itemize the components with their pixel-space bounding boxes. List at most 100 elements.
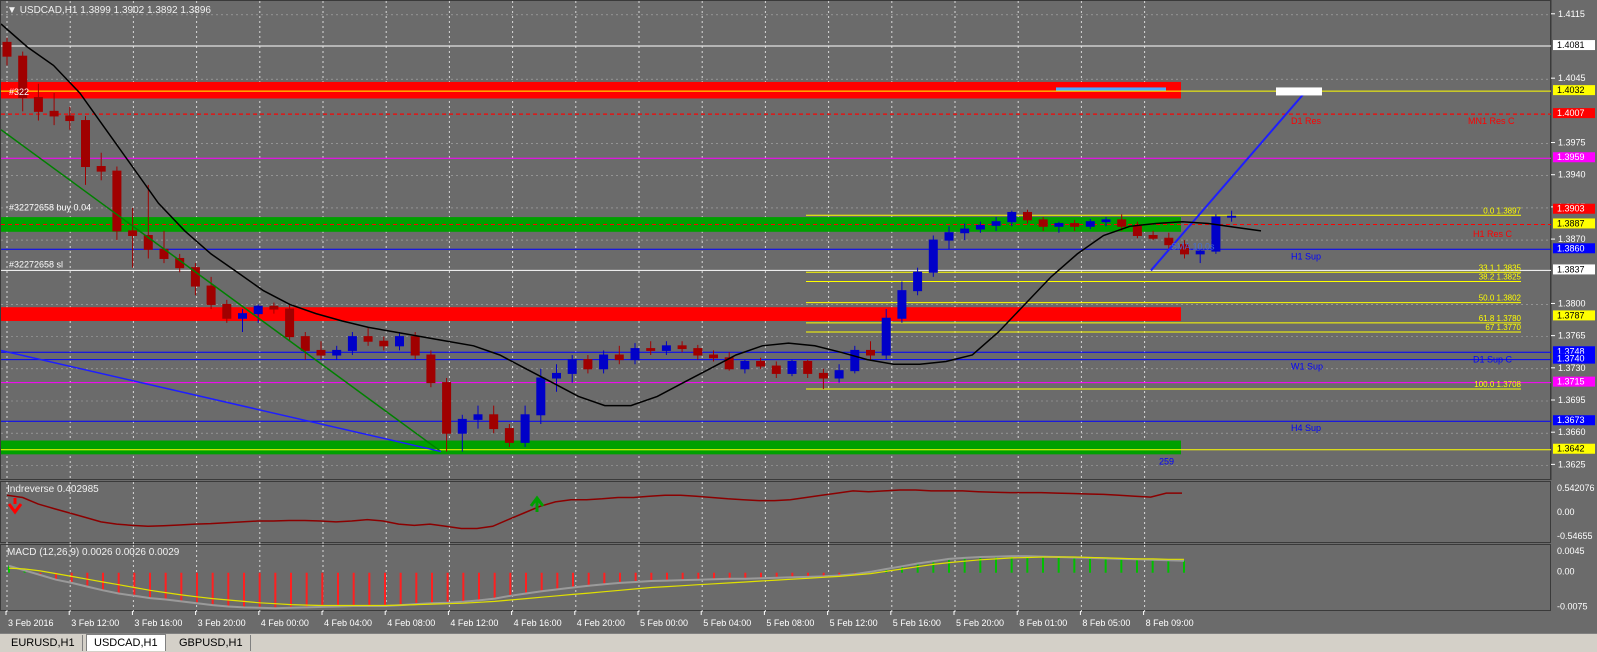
time-tick-label: 8 Feb 09:00 — [1146, 618, 1194, 628]
levels-layer: D1 Res MN1 Res C H1 Res C H1 Sup D1 Sup C W1 … — [1, 45, 1552, 451]
fib-label: 100.0 1.3708 — [1474, 380, 1521, 389]
trade-label: #32272658 buy 0.04 — [9, 203, 91, 213]
candlestick-chart[interactable]: D1 Res MN1 Res C H1 Res C H1 Sup D1 Sup C W1 … — [0, 1, 1552, 481]
time-tick-label: 5 Feb 04:00 — [703, 618, 751, 628]
indreverse-panel[interactable]: Indreverse 0.402985 — [0, 481, 1551, 544]
price-label: 1.3673 — [1557, 415, 1585, 425]
main-chart-panel[interactable]: D1 Res MN1 Res C H1 Res C H1 Sup D1 Sup C W1 … — [0, 0, 1552, 481]
candle-body — [771, 365, 781, 374]
candle-body — [1227, 215, 1237, 218]
price-label: 1.3748 — [1557, 346, 1585, 356]
price-tick-label: 1.3660 — [1558, 427, 1586, 437]
candle-body — [960, 228, 970, 234]
label-box — [1276, 87, 1322, 96]
time-tick-label: 3 Feb 12:00 — [71, 618, 119, 628]
candle-body — [630, 348, 640, 361]
overlay-layer: #322 #32272658 buy 0.04 #32272658 sl 259 SMA… — [0, 23, 1322, 466]
indreverse-tick-label: 0.00 — [1557, 507, 1575, 517]
candle-body — [442, 382, 452, 434]
candle-body — [49, 110, 59, 117]
price-label: 1.3740 — [1557, 354, 1585, 364]
price-label: 1.4007 — [1557, 108, 1585, 118]
level-label: D1 Res — [1291, 116, 1322, 126]
candle-body — [300, 336, 310, 351]
candle-body — [1211, 216, 1221, 252]
candle-body — [128, 230, 138, 236]
tab-usdcad[interactable]: USDCAD,H1 — [86, 634, 166, 651]
price-tick-label: 1.3870 — [1558, 234, 1586, 244]
level-label: H1 Res C — [1473, 229, 1513, 239]
time-tick-label: 4 Feb 16:00 — [514, 618, 562, 628]
price-tick-label: 1.3625 — [1558, 459, 1586, 469]
macd-axis-svg: 0.0045 0.00 -0.0075 — [1557, 546, 1588, 611]
candle-body — [599, 354, 609, 370]
candle-body — [190, 267, 200, 287]
price-tick-label: 1.3695 — [1558, 395, 1586, 405]
level-label: H4 Sup — [1291, 423, 1321, 433]
candle-body — [473, 414, 483, 420]
candle-body — [1180, 244, 1189, 255]
time-tick-label: 4 Feb 04:00 — [324, 618, 372, 628]
price-label-bg — [1553, 310, 1595, 321]
candle-body — [991, 221, 1001, 226]
candle-body — [944, 232, 954, 241]
candle-body — [489, 414, 499, 430]
macd-title: MACD (12,26,9) 0.0026 0.0026 0.0029 — [7, 547, 180, 558]
candle-body — [661, 345, 671, 351]
level-label: H1 Sup — [1291, 251, 1321, 261]
macd-panel[interactable]: MACD (12,26,9) 0.0026 0.0026 0.0029 — [0, 544, 1551, 612]
candle-body — [928, 239, 938, 273]
indreverse-tick-label: 0.542076 — [1557, 483, 1595, 493]
candle-body — [33, 97, 43, 112]
candle-body — [897, 290, 907, 319]
price-label: 1.4081 — [1557, 40, 1585, 50]
macd-signal-line — [8, 556, 1184, 607]
indreverse-axis-svg: 0.542076 0.00 -0.54655 — [1557, 483, 1595, 541]
candle-body — [520, 414, 530, 443]
time-tick-label: 4 Feb 12:00 — [450, 618, 498, 628]
annotation-label: SMA 10.0s — [1171, 241, 1215, 251]
candle-body — [552, 372, 561, 379]
price-label: 1.3642 — [1557, 444, 1585, 454]
candle-body — [834, 370, 844, 379]
price-label-bg — [1553, 243, 1595, 254]
candle-body — [1195, 250, 1205, 255]
price-label: 1.3959 — [1557, 152, 1585, 162]
price-axis-svg: 1.41151.40451.39751.39401.39051.38701.38… — [1550, 0, 1595, 480]
price-label-bg — [1553, 353, 1595, 364]
price-label: 1.4032 — [1557, 85, 1585, 95]
candle-body — [395, 336, 404, 347]
time-tick-label: 3 Feb 2016 — [8, 618, 54, 628]
time-tick-label: 8 Feb 01:00 — [1019, 618, 1067, 628]
price-label-bg — [1553, 376, 1595, 387]
trade-label: #322 — [9, 87, 29, 97]
candle-body — [96, 166, 106, 172]
price-label: 1.3715 — [1557, 377, 1585, 387]
dropdown-triangle-icon[interactable]: ▼ — [7, 5, 20, 16]
time-axis-svg: 3 Feb 2016 3 Feb 12:00 3 Feb 16:00 3 Feb 20… — [5, 611, 1194, 628]
price-label: 1.3837 — [1557, 264, 1585, 274]
candle-body — [583, 359, 593, 370]
price-tick-label: 1.3975 — [1558, 138, 1586, 148]
price-label-bg — [1553, 203, 1595, 214]
candle-body — [1101, 219, 1111, 223]
macd-tick-label: -0.0075 — [1557, 601, 1588, 611]
tab-gbpusd[interactable]: GBPUSD,H1 — [172, 635, 251, 651]
candle-body — [65, 115, 75, 122]
price-label: 1.3903 — [1557, 204, 1585, 214]
candle-body — [866, 349, 875, 356]
candle-body — [1023, 211, 1032, 221]
tab-eurusd[interactable]: EURUSD,H1 — [4, 635, 83, 651]
time-tick-label: 5 Feb 00:00 — [640, 618, 688, 628]
candle-body — [457, 418, 467, 434]
time-tick-label: 5 Feb 08:00 — [766, 618, 814, 628]
price-tick-label: 1.4045 — [1558, 73, 1586, 83]
macd-tick-label: 0.0045 — [1557, 546, 1585, 556]
time-tick-label: 3 Feb 16:00 — [134, 618, 182, 628]
price-label-bg — [1553, 108, 1595, 119]
fib-label: 61.8 1.3780 — [1479, 314, 1522, 323]
price-tick-label: 1.4115 — [1558, 9, 1585, 19]
candle-body — [1132, 225, 1142, 236]
candle-body — [2, 41, 12, 57]
resistance-zone-mid — [1, 307, 1181, 321]
